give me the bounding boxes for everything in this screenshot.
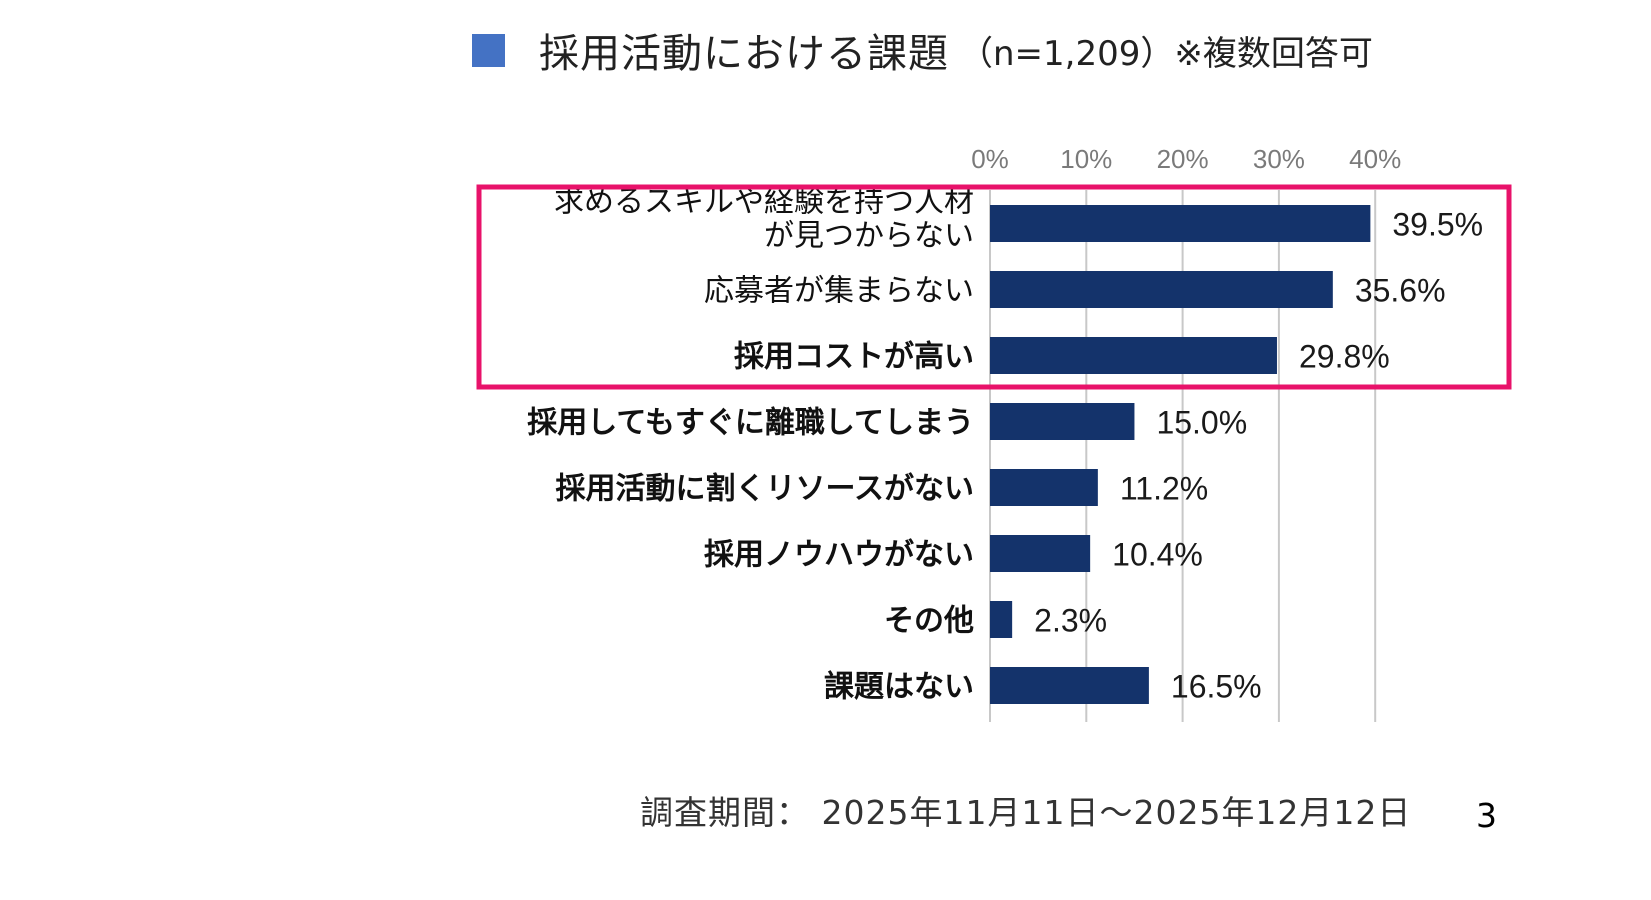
chart-title-row: 採用活動における課題 （n=1,209）※複数回答可 — [472, 22, 1373, 78]
category-label: 採用ノウハウがない — [704, 538, 974, 573]
value-label: 35.6% — [1355, 273, 1446, 309]
category-label: 応募者が集まらない — [704, 274, 974, 309]
category-label: が見つからない — [764, 219, 974, 254]
page-number: 3 — [1476, 796, 1497, 835]
bar — [990, 271, 1333, 308]
category-label: 求めるスキルや経験を持つ人材 — [554, 185, 974, 220]
value-label: 2.3% — [1034, 603, 1107, 639]
tick-label: 20% — [1157, 144, 1209, 174]
bar — [990, 667, 1149, 704]
tick-label: 10% — [1060, 144, 1112, 174]
category-label: 採用コストが高い — [734, 340, 974, 375]
value-label: 10.4% — [1112, 537, 1203, 573]
sample-note: （n=1,209）※複数回答可 — [959, 33, 1373, 74]
value-label: 39.5% — [1392, 207, 1483, 243]
category-label: その他 — [884, 604, 974, 639]
tick-label: 40% — [1349, 144, 1401, 174]
category-label: 採用活動に割くリソースがない — [556, 472, 975, 507]
value-label: 29.8% — [1299, 339, 1390, 375]
bar — [990, 337, 1277, 374]
survey-period: 調査期間： 2025年11月11日～2025年12月12日 — [640, 793, 1412, 832]
legend-swatch — [472, 33, 505, 67]
bar — [990, 601, 1013, 638]
bar — [990, 469, 1098, 506]
value-label: 15.0% — [1156, 405, 1247, 441]
value-label: 16.5% — [1171, 669, 1262, 705]
tick-label: 30% — [1253, 144, 1305, 174]
category-label: 課題はない — [824, 670, 974, 705]
chart-title: 採用活動における課題 — [539, 31, 949, 77]
category-label: 採用してもすぐに離職してしまう — [527, 406, 974, 441]
bar — [990, 403, 1135, 440]
value-label: 11.2% — [1120, 471, 1208, 507]
highlight-box — [476, 184, 1512, 390]
bar — [990, 205, 1371, 242]
bar — [990, 535, 1091, 572]
tick-label: 0% — [971, 144, 1009, 174]
